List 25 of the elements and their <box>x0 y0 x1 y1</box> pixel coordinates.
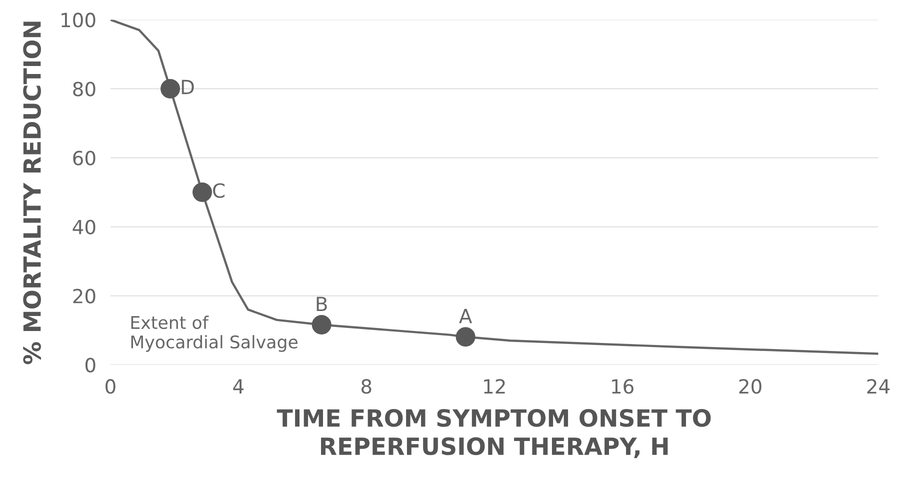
x-tick-label: 0 <box>106 379 116 394</box>
point <box>192 182 212 202</box>
annotation: C <box>213 183 225 198</box>
y-tick-label: 40 <box>72 220 96 234</box>
x-tick-label: 8 <box>362 379 372 394</box>
point <box>456 327 476 347</box>
point <box>160 78 180 98</box>
x-tick-label: 4 <box>233 379 244 394</box>
y-tick-label: 60 <box>73 150 96 166</box>
x-tick-label: 20 <box>739 379 762 394</box>
y-tick-label: 20 <box>73 288 96 304</box>
x-tick-label: 12 <box>484 379 505 394</box>
annotation: Extent of Myocardial Salvage <box>131 316 298 352</box>
x-tick-label: 24 <box>867 379 890 394</box>
point <box>312 315 332 335</box>
annotation: B <box>316 296 327 312</box>
annotation: A <box>459 308 472 324</box>
x-tick-label: 16 <box>612 379 634 394</box>
y-axis-title: % MORTALITY REDUCTION <box>23 22 41 364</box>
y-tick-label: 0 <box>85 358 96 372</box>
y-tick-label: 80 <box>73 82 96 96</box>
annotation: D <box>182 80 194 94</box>
y-tick-label: 100 <box>62 12 96 28</box>
x-axis-title: TIME FROM SYMPTOM ONSET TO REPERFUSION THERAPY, H <box>276 409 711 458</box>
line-series <box>110 20 878 355</box>
